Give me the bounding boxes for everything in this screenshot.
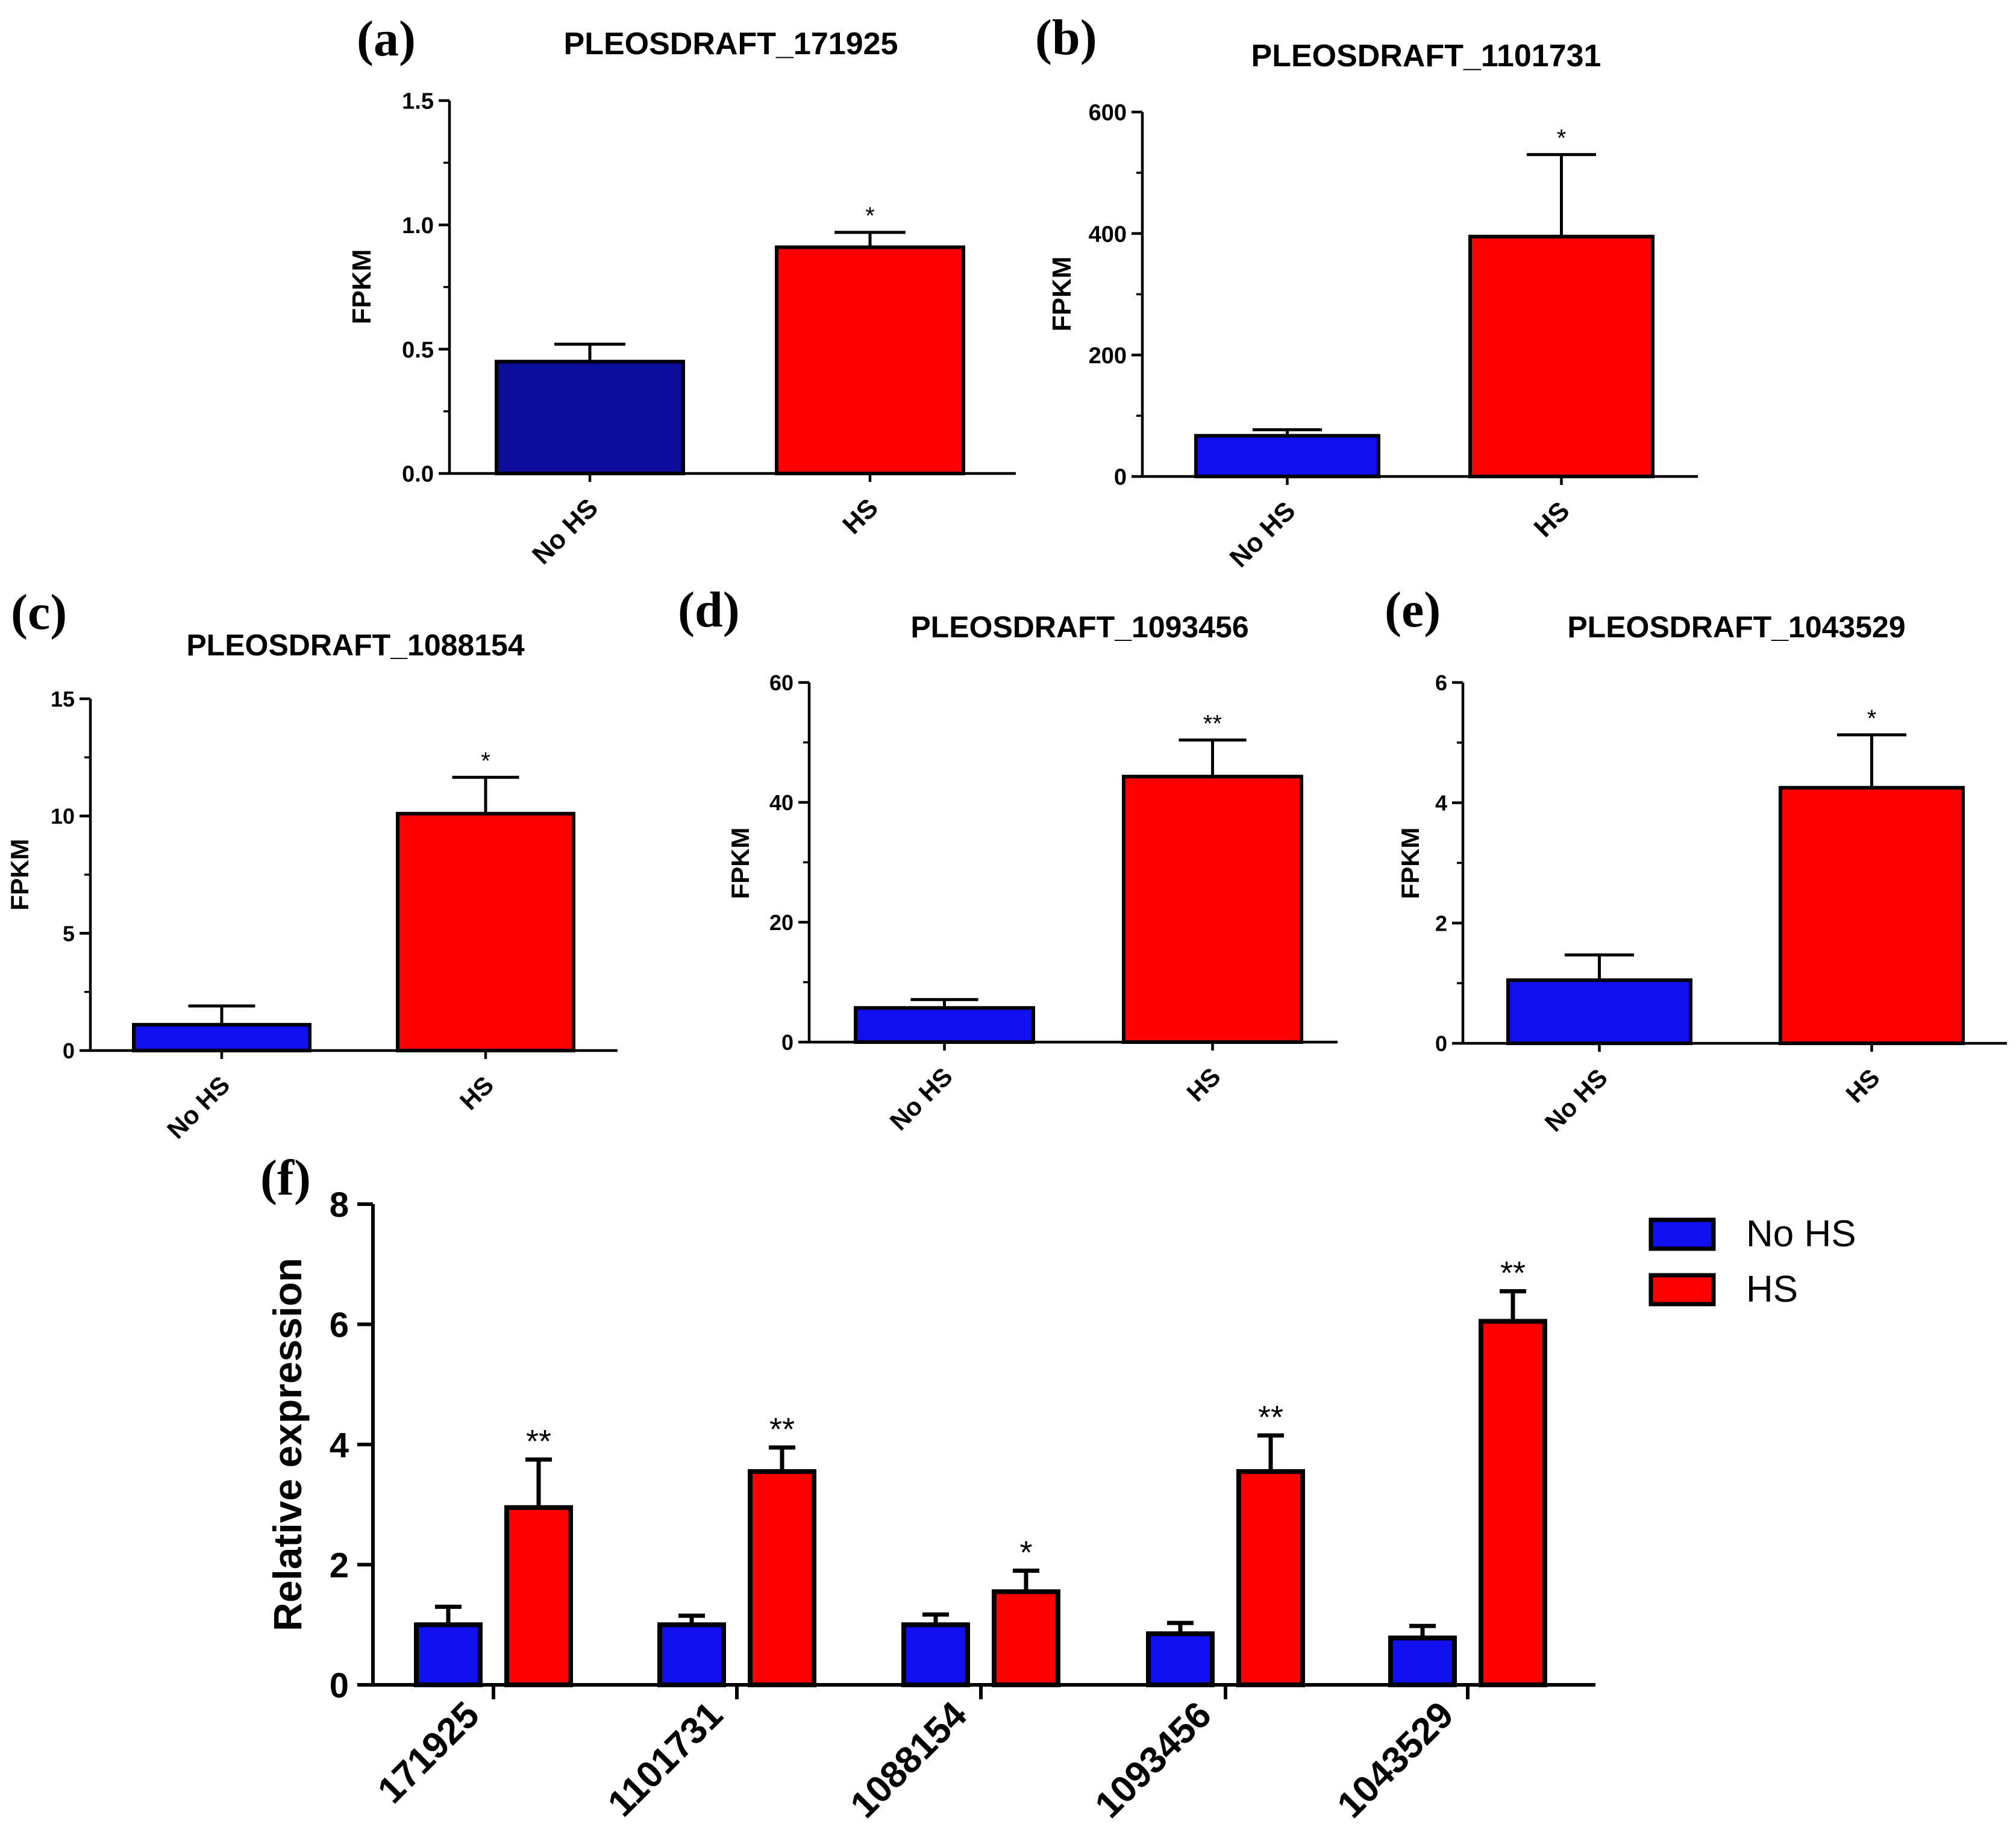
- y-axis-label: FPKM: [1396, 828, 1424, 899]
- significance-marker: **: [526, 1423, 551, 1460]
- chart-title: PLEOSDRAFT_1101731: [1251, 39, 1601, 73]
- significance-marker: *: [481, 748, 490, 774]
- x-tick-label: No HS: [161, 1070, 235, 1144]
- significance-marker: **: [1500, 1255, 1526, 1291]
- bar-no-hs: [1388, 1635, 1457, 1688]
- x-tick-label: HS: [454, 1070, 499, 1116]
- bar-hs: [748, 1469, 816, 1687]
- panel-letter: (f): [260, 1150, 311, 1206]
- y-tick-label: 1.0: [402, 213, 434, 239]
- bar-no-hs: [1146, 1631, 1215, 1687]
- x-tick-label: No HS: [1539, 1063, 1613, 1137]
- chart-panel-b: (b) PLEOSDRAFT_1101731 FPKM No HS * HS 0 200 400…: [1035, 10, 1698, 573]
- y-tick-label: 60: [769, 670, 794, 695]
- significance-marker: *: [1019, 1534, 1032, 1570]
- y-tick-label: 1.5: [402, 89, 434, 114]
- y-tick-label: 0: [1435, 1031, 1447, 1056]
- bar-no-hs: [854, 1006, 1035, 1045]
- x-tick-label: No HS: [1224, 496, 1301, 573]
- significance-marker: *: [865, 203, 875, 230]
- significance-marker: **: [769, 1411, 795, 1448]
- bar-hs: [396, 811, 575, 1052]
- bar-hs: [775, 245, 965, 475]
- chart-panel-c: (c) PLEOSDRAFT_1088154 FPKM No HS * HS 0 5 10 15: [5, 584, 618, 1144]
- y-tick-label: 600: [1089, 101, 1127, 126]
- bar-hs: [992, 1589, 1060, 1687]
- y-tick-label: 400: [1089, 222, 1127, 247]
- y-axis-label: FPKM: [1047, 257, 1077, 332]
- y-tick-label: 10: [51, 804, 75, 829]
- x-tick-label: HS: [837, 493, 884, 540]
- x-tick-label: HS: [1181, 1062, 1226, 1107]
- y-tick-label: 0: [1114, 465, 1127, 490]
- x-tick-label: 1088154: [842, 1694, 975, 1826]
- y-tick-label: 40: [769, 790, 794, 815]
- bar-no-hs: [495, 360, 685, 475]
- x-tick-label: HS: [1840, 1063, 1885, 1108]
- bar-hs: [1779, 785, 1965, 1046]
- chart-panel-f: (f)Relative expression ** *******024681719…: [260, 1150, 1856, 1826]
- significance-marker: *: [1557, 125, 1567, 152]
- y-tick-label: 0: [63, 1038, 75, 1063]
- y-tick-label: 0.5: [402, 337, 434, 363]
- y-tick-label: 6: [330, 1306, 349, 1345]
- legend-swatch-hs: [1648, 1273, 1716, 1307]
- chart-title: PLEOSDRAFT_171925: [564, 27, 898, 61]
- y-tick-label: 15: [51, 687, 75, 711]
- y-tick-label: 2: [330, 1546, 349, 1585]
- y-tick-label: 8: [330, 1185, 349, 1225]
- x-tick-label: 1093456: [1087, 1694, 1219, 1826]
- panel-letter: (a): [357, 11, 416, 67]
- chart-title: PLEOSDRAFT_1088154: [186, 628, 525, 662]
- significance-marker: *: [1867, 705, 1877, 732]
- x-tick-label: No HS: [527, 493, 604, 570]
- legend-label: HS: [1746, 1269, 1798, 1310]
- x-tick-label: No HS: [884, 1062, 958, 1135]
- x-tick-label: 1101731: [600, 1694, 731, 1825]
- panel-letter: (e): [1385, 582, 1441, 638]
- bar-hs: [1236, 1469, 1305, 1687]
- y-axis-label: FPKM: [726, 828, 754, 899]
- bar-no-hs: [901, 1622, 970, 1687]
- bar-no-hs: [132, 1023, 311, 1053]
- x-tick-label: 1043529: [1329, 1694, 1461, 1826]
- bar-no-hs: [1194, 434, 1380, 478]
- y-tick-label: 0.0: [402, 462, 434, 487]
- bar-no-hs: [414, 1622, 483, 1687]
- chart-title: PLEOSDRAFT_1043529: [1567, 610, 1905, 644]
- chart-panel-e: (e) PLEOSDRAFT_1043529 FPKM No HS * HS 0 2 4 6: [1385, 582, 2007, 1137]
- legend-label: No HS: [1746, 1213, 1856, 1255]
- y-tick-label: 4: [330, 1426, 349, 1465]
- bar-hs: [1479, 1319, 1547, 1687]
- bar-no-hs: [1506, 978, 1692, 1046]
- x-tick-label: HS: [1529, 496, 1576, 543]
- bar-hs: [1122, 775, 1303, 1044]
- chart-title: PLEOSDRAFT_1093456: [910, 610, 1248, 644]
- y-axis-label: FPKM: [347, 249, 377, 325]
- legend: No HS HS: [1648, 1213, 1856, 1310]
- legend-swatch-no-hs: [1648, 1217, 1716, 1251]
- y-tick-label: 0: [330, 1666, 349, 1705]
- y-tick-label: 20: [769, 910, 794, 935]
- significance-marker: **: [1203, 711, 1222, 737]
- panel-letter: (b): [1035, 10, 1097, 66]
- bar-no-hs: [657, 1622, 726, 1687]
- x-tick-label: 171925: [370, 1694, 487, 1811]
- y-tick-label: 4: [1435, 791, 1447, 816]
- bar-hs: [504, 1505, 573, 1688]
- y-axis-label: FPKM: [5, 839, 34, 911]
- bar-hs: [1468, 234, 1654, 478]
- panel-letter: (c): [11, 584, 67, 640]
- chart-panel-d: (d) PLEOSDRAFT_1093456 FPKM No HS ** HS 0 20 40 6…: [678, 582, 1338, 1135]
- significance-marker: **: [1258, 1399, 1283, 1435]
- y-axis-label: Relative expression: [265, 1258, 310, 1631]
- panel-letter: (d): [678, 582, 740, 638]
- y-tick-label: 6: [1435, 670, 1447, 695]
- y-tick-label: 2: [1435, 911, 1447, 935]
- y-tick-label: 5: [63, 921, 75, 946]
- y-tick-label: 200: [1089, 343, 1127, 369]
- chart-panel-a: (a) PLEOSDRAFT_171925 FPKM No HS * HS 0.0 0.5 1.…: [347, 11, 1016, 570]
- y-tick-label: 0: [781, 1030, 794, 1055]
